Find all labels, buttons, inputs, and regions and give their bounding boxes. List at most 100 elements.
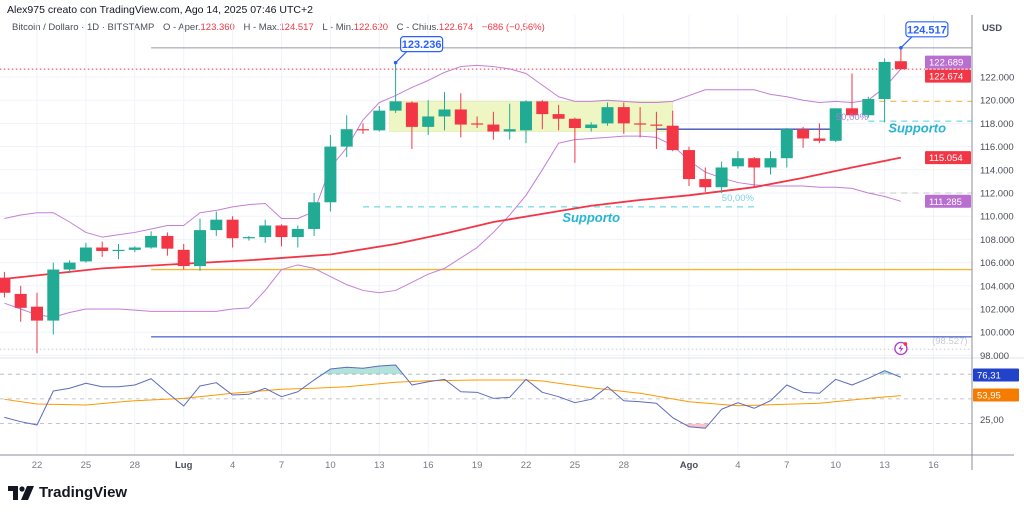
candle-body (731, 158, 744, 167)
candle-body (846, 108, 858, 116)
candle-down (552, 104, 565, 131)
candle-up (291, 225, 304, 248)
symbol-name[interactable]: Bitcoin / Dollaro · 1D · BITSTAMP (12, 22, 155, 33)
candle-down (96, 241, 109, 257)
alert-dot (903, 342, 908, 346)
candle-down (226, 216, 239, 248)
candle-body (862, 99, 875, 116)
candle-down (699, 167, 712, 192)
candle-body (422, 116, 435, 127)
low-value: 122.620 (353, 22, 389, 33)
lightning-glyph (898, 344, 904, 353)
candle-up (585, 122, 598, 132)
high-label: H - Max. (243, 22, 280, 33)
tradingview-logo[interactable]: TradingView (8, 484, 127, 501)
price-tick-label: 106.000 (980, 258, 1014, 269)
candle-body (536, 101, 549, 115)
price-tick-label: 100.000 (980, 328, 1014, 339)
annotation-label: (98.527) (932, 336, 967, 347)
candle-body (96, 247, 109, 251)
candle-body (601, 107, 614, 124)
candle-up (862, 96, 875, 118)
candle-down (650, 111, 663, 149)
candle-body (780, 129, 793, 159)
callout-box (400, 36, 444, 53)
price-badge-bg (973, 388, 1019, 402)
candle-body (503, 129, 516, 132)
candle-down (568, 117, 581, 163)
candle-body (764, 158, 777, 168)
candle-body (161, 235, 174, 249)
time-tick-label: 13 (374, 460, 385, 471)
time-tick-label: 28 (619, 460, 630, 471)
bollinger-lower-band (4, 135, 902, 318)
price-badge-bg (925, 69, 971, 83)
candle-down (405, 101, 418, 149)
candle-up (242, 235, 255, 241)
change-value: −686 (−0,56%) (481, 22, 545, 33)
candle-body (617, 107, 630, 124)
price-chart[interactable]: Supporto Supporto 50,00% 50,00% (98.527) 123.… (0, 0, 1024, 480)
candle-down (14, 285, 27, 322)
candle-up (520, 100, 532, 144)
candle-up (731, 151, 744, 169)
price-badge: 115.054 (925, 151, 971, 165)
candle-up (340, 115, 353, 158)
candle-body (894, 61, 907, 70)
candle-body (145, 235, 158, 248)
rsi-badge: 76,31 (973, 368, 1019, 382)
candle-body (340, 129, 353, 147)
candle-body (373, 110, 386, 131)
candle-down (683, 146, 695, 187)
candle-body (210, 219, 223, 231)
candle-body (79, 247, 92, 262)
candle-body (813, 138, 826, 141)
candle-down (813, 123, 826, 144)
time-tick-label: 25 (81, 460, 92, 471)
candle-up (503, 103, 516, 140)
time-tick-label: 16 (928, 460, 939, 471)
price-tick-label: 110.000 (980, 212, 1014, 223)
price-badge-text: 53,95 (977, 391, 1001, 402)
price-tick-label: 108.000 (980, 235, 1014, 246)
candle-up (878, 58, 891, 123)
price-tick-label: 116.000 (980, 142, 1014, 153)
candle-body (878, 61, 891, 100)
candle-body (634, 123, 647, 125)
rsi-line (4, 364, 902, 429)
price-badge: 122.689 (925, 55, 971, 69)
candle-body (748, 158, 761, 168)
close-label: C - Chius. (396, 22, 439, 33)
price-badge: 111.285 (925, 194, 971, 208)
candle-body (112, 249, 125, 252)
candle-body (471, 123, 484, 125)
candle-up (63, 260, 76, 274)
candle-body (699, 179, 712, 188)
time-tick-label: 7 (784, 460, 789, 471)
rsi-moving-average-line (4, 379, 901, 407)
price-badge-bg (925, 194, 971, 208)
candle-body (275, 225, 288, 238)
candle-up (210, 211, 223, 236)
candle-down (487, 111, 500, 140)
candle-body (520, 101, 532, 131)
time-tick-label: Lug (175, 460, 193, 471)
time-tick-label: 10 (325, 460, 336, 471)
high-value: 124.517 (279, 22, 314, 33)
lightning-alert-icon[interactable] (894, 341, 908, 356)
candle-up (715, 161, 728, 193)
time-tick-label: 13 (879, 460, 890, 471)
candle-body (177, 249, 190, 267)
candle-body (715, 167, 728, 188)
price-badge-bg (925, 55, 971, 69)
price-tick-label: 118.000 (980, 119, 1014, 130)
low-label: L - Min. (322, 22, 354, 33)
callout-box (905, 21, 949, 38)
candle-body (0, 277, 11, 293)
candle-up (764, 151, 777, 175)
price-tick-label: 104.000 (980, 281, 1014, 292)
price-tick-label: 120.000 (980, 96, 1014, 107)
candle-down (536, 100, 549, 130)
candle-up (438, 92, 451, 131)
candle-body (226, 219, 239, 239)
